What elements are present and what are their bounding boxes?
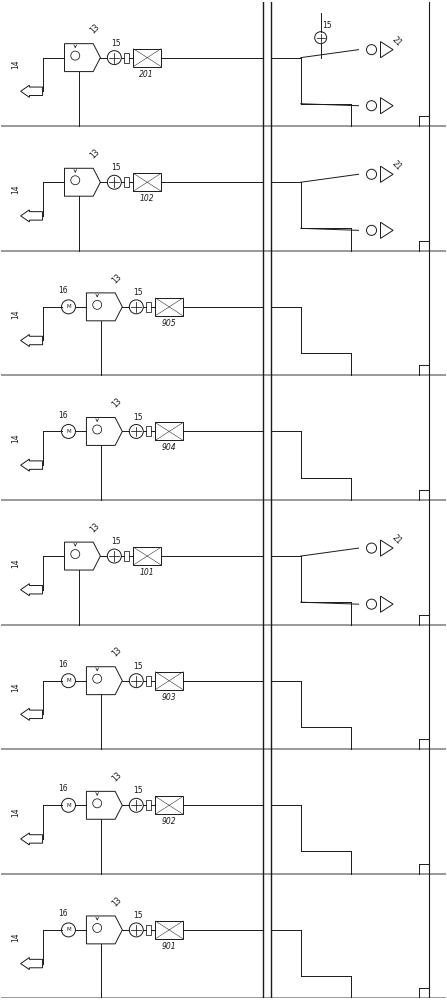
- Text: 905: 905: [161, 319, 176, 328]
- Bar: [146, 800, 151, 810]
- Text: 15: 15: [133, 288, 143, 297]
- Text: 15: 15: [111, 39, 121, 48]
- Bar: [133, 49, 161, 67]
- Bar: [146, 302, 151, 312]
- Bar: [124, 53, 129, 63]
- Text: 13: 13: [110, 646, 123, 659]
- Text: 16: 16: [59, 909, 68, 918]
- Bar: [146, 925, 151, 935]
- Text: 13: 13: [110, 272, 123, 285]
- Text: 13: 13: [88, 23, 101, 36]
- Text: 201: 201: [139, 70, 154, 79]
- Bar: [124, 551, 129, 561]
- Text: 15: 15: [133, 911, 143, 920]
- Text: 14: 14: [11, 184, 20, 194]
- Text: 16: 16: [59, 411, 68, 420]
- Text: 13: 13: [110, 770, 123, 783]
- Text: 16: 16: [59, 286, 68, 295]
- Text: 101: 101: [139, 568, 154, 577]
- Bar: [133, 547, 161, 565]
- Text: 14: 14: [11, 683, 20, 692]
- Text: 14: 14: [11, 434, 20, 443]
- Text: 14: 14: [11, 558, 20, 568]
- Text: M: M: [66, 429, 71, 434]
- Text: 16: 16: [59, 660, 68, 669]
- Bar: [124, 177, 129, 187]
- Text: M: M: [66, 304, 71, 309]
- Text: 903: 903: [161, 693, 176, 702]
- Bar: [155, 921, 183, 939]
- Text: 13: 13: [110, 396, 123, 410]
- Text: 21: 21: [391, 533, 404, 546]
- Text: 902: 902: [161, 817, 176, 826]
- Text: M: M: [66, 678, 71, 683]
- Bar: [155, 672, 183, 690]
- Text: 15: 15: [133, 413, 143, 422]
- Text: 21: 21: [391, 159, 404, 172]
- Text: M: M: [66, 803, 71, 808]
- Text: 14: 14: [11, 932, 20, 942]
- Text: 901: 901: [161, 942, 176, 951]
- Bar: [155, 422, 183, 440]
- Text: 16: 16: [59, 784, 68, 793]
- Text: 13: 13: [88, 147, 101, 160]
- Text: 102: 102: [139, 194, 154, 203]
- Text: 15: 15: [323, 21, 332, 30]
- Text: 15: 15: [111, 537, 121, 546]
- Text: M: M: [66, 927, 71, 932]
- Text: 15: 15: [133, 786, 143, 795]
- Text: 14: 14: [11, 807, 20, 817]
- Text: 15: 15: [133, 662, 143, 671]
- Text: 14: 14: [11, 60, 20, 69]
- Bar: [146, 676, 151, 686]
- Text: 13: 13: [88, 521, 101, 534]
- Bar: [146, 426, 151, 436]
- Text: 15: 15: [111, 163, 121, 172]
- Text: 21: 21: [391, 35, 404, 48]
- Text: 13: 13: [110, 895, 123, 908]
- Bar: [155, 298, 183, 316]
- Text: 14: 14: [11, 309, 20, 319]
- Text: 904: 904: [161, 443, 176, 452]
- Bar: [155, 796, 183, 814]
- Bar: [133, 173, 161, 191]
